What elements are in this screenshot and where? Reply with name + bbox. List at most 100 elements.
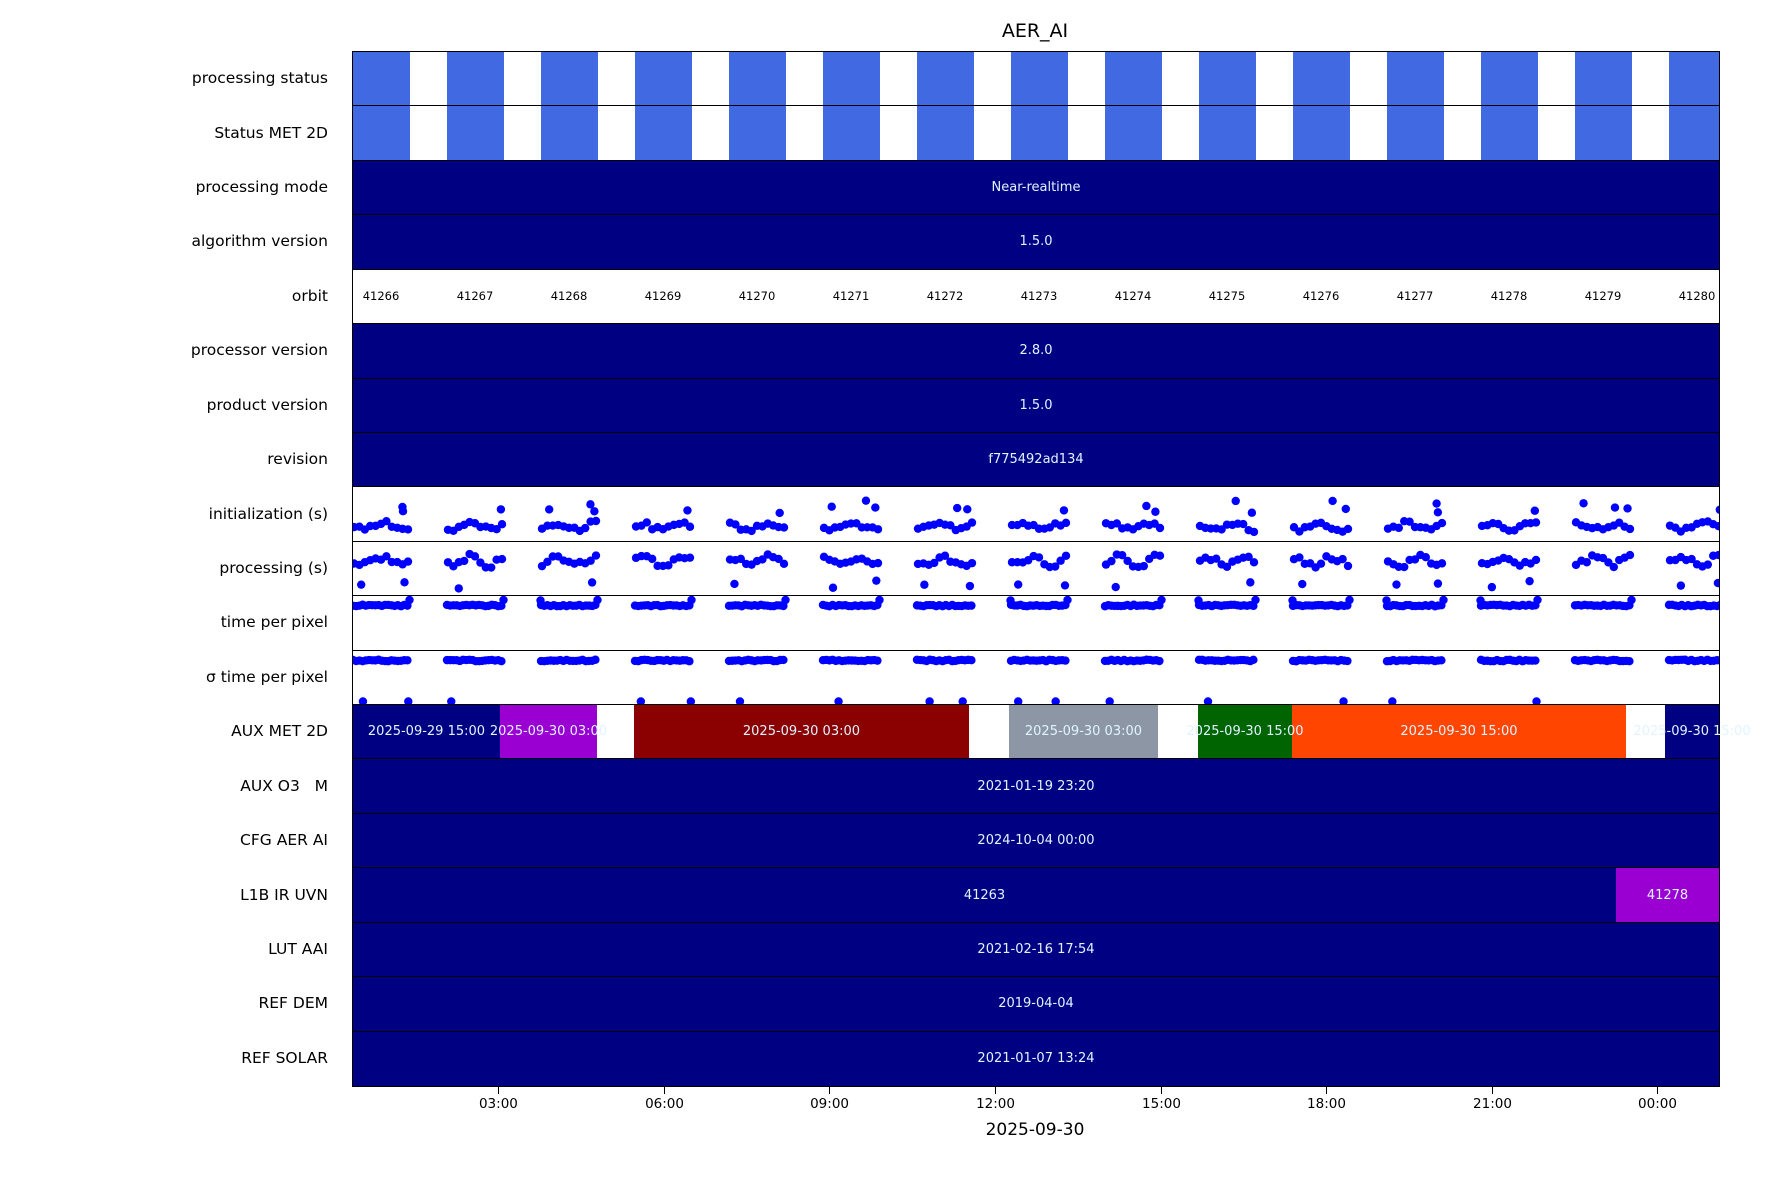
row-ref-dem: 2019-04-04 <box>353 977 1719 1032</box>
row-label-text: product version <box>206 395 328 414</box>
x-tick-mark <box>663 1086 666 1094</box>
plot-area: Near-realtime 1.5.0 41266 41267 41268 41269 41… <box>352 51 1751 1087</box>
x-tick-label: 21:00 <box>1473 1096 1512 1112</box>
interval-segment: 2025-09-30 15:00 <box>1186 705 1304 759</box>
row-label-text: σ time per pixel <box>205 667 328 686</box>
status-block <box>916 106 974 160</box>
status-block <box>446 52 504 106</box>
row-aux-met-2d: 2025-09-29 15:00 2025-09-30 03:00 2025-09-… <box>353 705 1751 760</box>
status-block <box>540 106 598 160</box>
segment-label: 2025-09-30 03:00 <box>742 724 861 740</box>
bar-value: 2021-02-16 17:54 <box>977 941 1095 957</box>
status-block <box>353 52 410 106</box>
orbit-number: 41266 <box>362 289 400 304</box>
status-block <box>1668 106 1719 160</box>
row-status-met-2d <box>353 106 1719 161</box>
status-block <box>1104 52 1162 106</box>
row-label-text: CFG AER AI <box>240 831 328 850</box>
segment-label: 2025-09-30 15:00 <box>1186 724 1304 740</box>
row-label-ref-dem: REF DEM <box>0 976 340 1030</box>
x-tick-label: 00:00 <box>1638 1096 1677 1112</box>
row-label-sigma-time-per-pixel: σ time per pixel <box>0 650 340 704</box>
scatter-points-time-per-pixel <box>353 596 1719 611</box>
row-label-text: LUT AAI <box>268 939 328 958</box>
status-block <box>1480 52 1538 106</box>
row-l1b-ir-uvn: 41263 41278 <box>353 868 1719 923</box>
segment-label: 2025-09-30 15:00 <box>1633 724 1751 740</box>
row-label-text: AUX MET 2D <box>231 722 328 741</box>
orbit-number: 41270 <box>738 289 776 304</box>
x-tick-label: 12:00 <box>976 1096 1015 1112</box>
segment-label: 2025-09-30 03:00 <box>489 724 608 740</box>
row-label-text: initialization (s) <box>208 504 328 523</box>
segment-label: 2025-09-30 03:00 <box>1024 724 1143 740</box>
status-block <box>1386 106 1444 160</box>
orbit-number: 41267 <box>456 289 494 304</box>
status-block <box>540 52 598 106</box>
bar-value: Near-realtime <box>991 180 1081 196</box>
x-tick-mark <box>1160 1086 1163 1094</box>
interval-segment: 2025-09-30 15:00 <box>1291 705 1626 759</box>
scatter-points-processing-s <box>353 549 1719 593</box>
orbit-number: 41279 <box>1584 289 1622 304</box>
row-processing-s <box>353 542 1719 597</box>
row-product-version: 1.5.0 <box>353 378 1719 433</box>
x-axis-date-label: 2025-09-30 <box>985 1120 1085 1140</box>
x-tick-mark <box>994 1086 997 1094</box>
status-block <box>634 106 692 160</box>
bar-value: 1.5.0 <box>1019 397 1053 413</box>
orbit-number: 41280 <box>1678 289 1716 304</box>
bar-value: 2.8.0 <box>1019 343 1053 359</box>
orbit-number: 41275 <box>1208 289 1246 304</box>
x-tick-label: 15:00 <box>1142 1096 1181 1112</box>
x-tick-label: 06:00 <box>645 1096 684 1112</box>
orbit-number: 41278 <box>1490 289 1528 304</box>
segment-label: 2025-09-29 15:00 <box>367 724 486 740</box>
row-time-per-pixel <box>353 596 1719 651</box>
row-label-ref-solar: REF SOLAR <box>0 1031 340 1085</box>
interval-segment: 41263 <box>353 868 1616 922</box>
bar-value: 1.5.0 <box>1019 234 1053 250</box>
status-block <box>1292 52 1350 106</box>
row-aux-o3-m: 2021-01-19 23:20 <box>353 759 1719 814</box>
status-block <box>1480 106 1538 160</box>
interval-segment: 2025-09-30 03:00 <box>633 705 969 759</box>
row-algorithm-version: 1.5.0 <box>353 215 1719 270</box>
row-label-cfg-aer-ai: CFG AER AI <box>0 813 340 867</box>
orbit-number: 41268 <box>550 289 588 304</box>
x-tick-label: 09:00 <box>810 1096 849 1112</box>
row-processor-version: 2.8.0 <box>353 324 1719 379</box>
interval-segment: 2025-09-30 03:00 <box>1008 705 1158 759</box>
row-sigma-time-per-pixel <box>353 651 1719 706</box>
interval-segment: 2025-09-30 15:00 <box>1633 705 1751 759</box>
row-label-l1b-ir-uvn: L1B IR UVN <box>0 867 340 921</box>
row-orbit: 41266 41267 41268 41269 41270 41271 41272 41273… <box>353 270 1719 325</box>
x-tick-label: 03:00 <box>478 1096 518 1112</box>
row-processing-mode: Near-realtime <box>353 160 1719 216</box>
x-tick-mark <box>1325 1086 1328 1094</box>
row-revision: f775492ad134 <box>353 432 1719 488</box>
row-label-aux-o3-m: AUX O3 M <box>0 758 340 812</box>
status-block <box>728 52 786 106</box>
row-lut-aai: 2021-02-16 17:54 <box>353 922 1719 978</box>
row-label-aux-met-2d: AUX MET 2D <box>0 704 340 758</box>
x-tick-mark <box>1491 1086 1494 1094</box>
scatter-points-initialization-s <box>353 496 1719 537</box>
bar-value: 2021-01-19 23:20 <box>977 778 1095 794</box>
row-label-text: REF SOLAR <box>241 1048 328 1067</box>
status-block <box>1574 52 1632 106</box>
row-label-text: algorithm version <box>191 232 328 251</box>
row-label-processing-s: processing (s) <box>0 541 340 595</box>
row-label-text: processing status <box>191 69 328 88</box>
row-label-processing-mode: processing mode <box>0 160 340 214</box>
orbit-number: 41276 <box>1302 289 1340 304</box>
bar-value: 2019-04-04 <box>998 996 1074 1012</box>
row-label-processing-status: processing status <box>0 51 340 105</box>
row-label-text: L1B IR UVN <box>240 885 328 904</box>
x-tick-label: 18:00 <box>1307 1096 1346 1112</box>
status-block <box>1198 106 1256 160</box>
row-cfg-aer-ai: 2024-10-04 00:00 <box>353 813 1719 869</box>
row-label-processor-version: processor version <box>0 323 340 377</box>
status-block <box>1010 52 1068 106</box>
